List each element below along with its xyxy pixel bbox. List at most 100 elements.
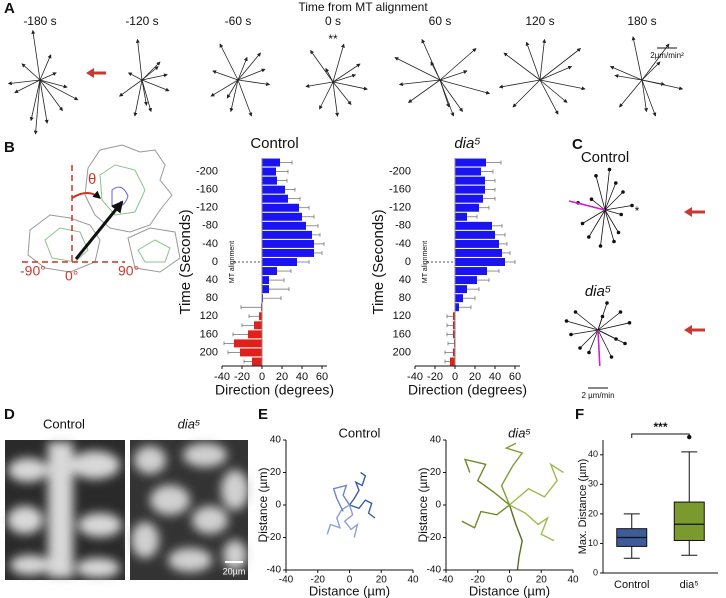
y-tick-label: 200 bbox=[200, 346, 218, 358]
vector bbox=[597, 316, 603, 331]
vector bbox=[319, 81, 334, 110]
track bbox=[463, 458, 510, 506]
vector-tip bbox=[614, 181, 618, 185]
bar bbox=[262, 194, 288, 203]
bar bbox=[455, 248, 502, 257]
vector-tip bbox=[564, 319, 569, 323]
red-arrow bbox=[684, 207, 705, 217]
bar bbox=[455, 212, 467, 221]
vector-tip bbox=[623, 341, 627, 346]
diagram-label: θ bbox=[88, 171, 96, 188]
vector bbox=[229, 79, 239, 113]
vector bbox=[539, 79, 586, 91]
track bbox=[500, 442, 524, 506]
bar bbox=[453, 348, 455, 357]
rose-title: Control bbox=[581, 149, 629, 166]
x-tick-label: 60 bbox=[509, 371, 521, 383]
diagram-label: -90° bbox=[20, 263, 46, 279]
x-tick-label: -20 bbox=[471, 575, 486, 586]
y-tick-label: 40 bbox=[399, 274, 411, 286]
track bbox=[461, 504, 510, 529]
x-tick-label: 40 bbox=[296, 371, 308, 383]
vector bbox=[29, 79, 41, 122]
y-tick-label: -40 bbox=[202, 238, 218, 250]
y-tick-label: -80 bbox=[395, 220, 411, 232]
x-tick-label: 20 bbox=[276, 371, 288, 383]
vector bbox=[641, 43, 670, 81]
panel-label: B bbox=[4, 139, 15, 156]
y-tick-label: 30 bbox=[588, 479, 598, 489]
vector bbox=[588, 209, 606, 238]
bar bbox=[262, 203, 299, 212]
y-axis-label: Distance (µm) bbox=[256, 468, 270, 543]
panel-label: F bbox=[575, 406, 584, 423]
y-tick-label: 0 bbox=[212, 256, 218, 268]
vector bbox=[619, 79, 643, 108]
vector bbox=[597, 322, 630, 331]
vector bbox=[212, 70, 239, 81]
vector bbox=[332, 81, 340, 117]
vector bbox=[614, 74, 643, 81]
panel-a-title: Time from MT alignment bbox=[298, 0, 428, 14]
track bbox=[343, 504, 359, 538]
bar bbox=[455, 158, 486, 167]
y-tick-label: 0 bbox=[435, 500, 441, 511]
rose-title: 180 s bbox=[627, 14, 656, 28]
vector bbox=[332, 63, 361, 83]
y-tick-label: 40 bbox=[206, 274, 218, 286]
vector bbox=[141, 73, 168, 81]
bar bbox=[455, 239, 499, 248]
x-tick-label: 0 bbox=[347, 575, 353, 586]
bar bbox=[262, 176, 277, 185]
vector bbox=[631, 36, 643, 81]
vector bbox=[33, 79, 41, 135]
bar bbox=[262, 230, 312, 239]
vector bbox=[39, 72, 57, 81]
rose-title: -60 s bbox=[225, 14, 252, 28]
chart-title: dia⁵ bbox=[454, 135, 480, 152]
y-tick-label: 120 bbox=[200, 310, 218, 322]
y-axis-label: Max. Distance (µm) bbox=[577, 459, 589, 555]
vector bbox=[439, 70, 468, 81]
x-tick-label: -40 bbox=[214, 371, 230, 383]
x-tick-label: 0 bbox=[507, 575, 513, 586]
red-arrow bbox=[684, 325, 705, 335]
x-tick-label: -40 bbox=[279, 575, 294, 586]
bar bbox=[455, 167, 481, 176]
mean-vector bbox=[568, 200, 606, 211]
x-tick-label: -40 bbox=[407, 371, 423, 383]
vector bbox=[237, 68, 266, 81]
panel-label: D bbox=[4, 406, 15, 423]
vector bbox=[575, 311, 599, 331]
vector-tip bbox=[578, 346, 582, 350]
vector bbox=[539, 79, 559, 115]
image-label: dia⁵ bbox=[178, 416, 201, 431]
vector-tip bbox=[621, 190, 625, 194]
vector bbox=[539, 79, 568, 103]
bar bbox=[455, 258, 505, 266]
vector bbox=[39, 54, 52, 81]
image-label: Control bbox=[43, 416, 85, 431]
vector bbox=[604, 191, 624, 211]
bar bbox=[455, 194, 483, 203]
y-tick-label: 20 bbox=[430, 467, 442, 478]
vector bbox=[310, 49, 334, 83]
bar bbox=[240, 348, 262, 357]
vector bbox=[579, 329, 599, 349]
vector bbox=[332, 81, 368, 91]
vector bbox=[141, 79, 170, 92]
bar bbox=[262, 239, 314, 248]
bar bbox=[262, 285, 269, 294]
vector-tip bbox=[587, 350, 591, 355]
rose-title: 120 s bbox=[525, 14, 554, 28]
vector-tip bbox=[587, 235, 591, 239]
vector bbox=[237, 79, 271, 87]
vector bbox=[512, 79, 541, 108]
bar bbox=[450, 357, 455, 366]
vector bbox=[141, 79, 153, 113]
x-tick-label: -20 bbox=[234, 371, 250, 383]
y-axis-label: Distance (µm) bbox=[416, 468, 430, 543]
bar bbox=[262, 167, 276, 176]
y-tick-label: 200 bbox=[393, 346, 411, 358]
bar bbox=[455, 221, 492, 230]
